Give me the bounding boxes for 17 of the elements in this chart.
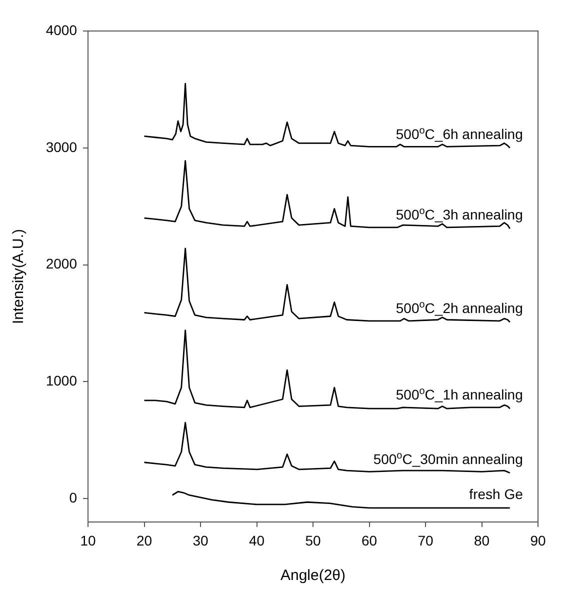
y-tick-label: 0 bbox=[69, 489, 78, 506]
x-tick-label: 40 bbox=[248, 532, 265, 548]
x-tick-label: 20 bbox=[136, 532, 152, 548]
x-tick-label: 30 bbox=[192, 532, 208, 548]
y-tick-label: 4000 bbox=[46, 22, 78, 38]
x-tick-label: 90 bbox=[530, 532, 546, 548]
x-tick-label: 50 bbox=[305, 532, 321, 548]
y-tick-label: 1000 bbox=[46, 372, 78, 389]
x-tick-label: 70 bbox=[418, 532, 434, 548]
x-tick-label: 80 bbox=[474, 532, 490, 548]
y-tick-label: 3000 bbox=[46, 138, 78, 155]
y-tick-label: 2000 bbox=[46, 256, 78, 272]
y-axis-title: Intensity(A.U.) bbox=[10, 228, 28, 324]
x-tick-label: 10 bbox=[80, 532, 96, 548]
series-label: fresh Ge bbox=[469, 486, 524, 502]
x-axis-title: Angle(2θ) bbox=[280, 567, 346, 584]
x-tick-label: 60 bbox=[361, 532, 378, 548]
